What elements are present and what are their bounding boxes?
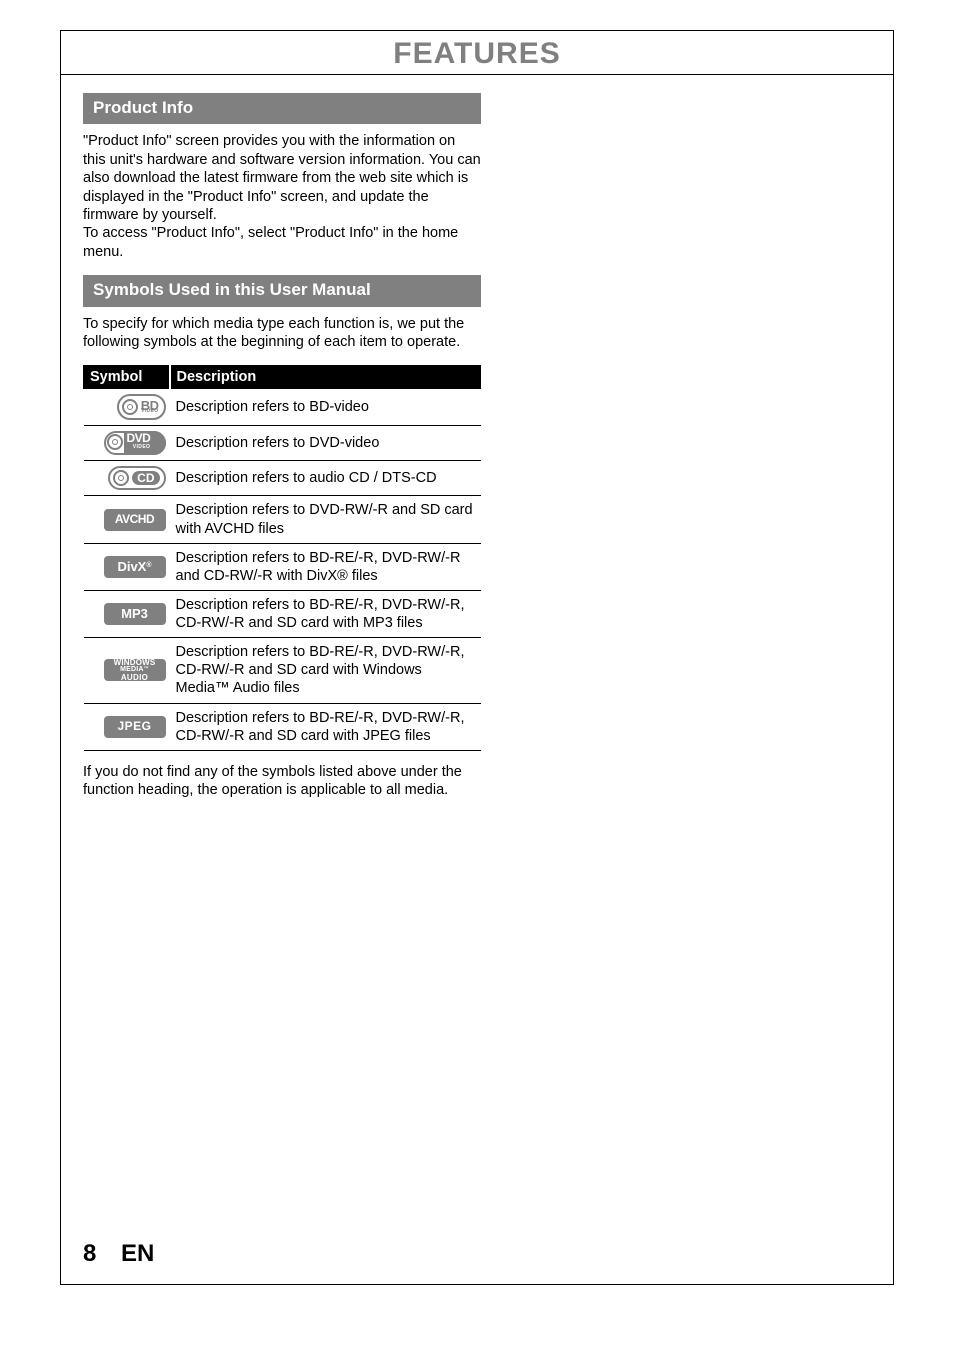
symbol-cell-divx: DivX® — [84, 543, 170, 590]
divx-label: DivX — [117, 559, 146, 575]
product-info-body: "Product Info" screen provides you with … — [83, 132, 481, 261]
table-row: CD Description refers to audio CD / DTS-… — [84, 461, 481, 496]
desc-cell: Description refers to BD-RE/-R, DVD-RW/-… — [170, 703, 481, 750]
symbol-cell-cd: CD — [84, 461, 170, 496]
dvd-video-icon: DVD VIDEO — [104, 431, 166, 455]
mp3-icon: MP3 — [104, 603, 166, 625]
content-column: Product Info "Product Info" screen provi… — [83, 93, 481, 800]
wma-line2: MEDIA — [120, 666, 144, 673]
cd-icon: CD — [108, 466, 165, 490]
col-symbol: Symbol — [84, 366, 170, 389]
disc-icon — [107, 434, 123, 450]
symbols-footnote: If you do not find any of the symbols li… — [83, 763, 481, 800]
divx-icon: DivX® — [104, 556, 166, 578]
wma-line3: AUDIO — [121, 674, 148, 682]
symbol-cell-avchd: AVCHD — [84, 496, 170, 543]
symbol-cell-wma: WINDOWS MEDIA™ AUDIO — [84, 638, 170, 703]
windows-media-audio-icon: WINDOWS MEDIA™ AUDIO — [104, 659, 166, 681]
table-row: JPEG Description refers to BD-RE/-R, DVD… — [84, 703, 481, 750]
section-symbols-heading: Symbols Used in this User Manual — [83, 275, 481, 306]
table-row: DivX® Description refers to BD-RE/-R, DV… — [84, 543, 481, 590]
page-lang: EN — [121, 1240, 154, 1267]
page-number: 8 — [83, 1240, 96, 1267]
table-row: DVD VIDEO Description refers to DVD-vide… — [84, 426, 481, 461]
bd-label-small: VIDEO — [141, 410, 159, 413]
symbol-cell-dvd: DVD VIDEO — [84, 426, 170, 461]
disc-icon — [113, 470, 129, 486]
dvd-label-big: DVD — [127, 434, 151, 444]
table-row: WINDOWS MEDIA™ AUDIO Description refers … — [84, 638, 481, 703]
desc-cell: Description refers to BD-RE/-R, DVD-RW/-… — [170, 543, 481, 590]
avchd-icon: AVCHD — [104, 509, 166, 531]
desc-cell: Description refers to BD-video — [170, 389, 481, 426]
desc-cell: Description refers to DVD-video — [170, 426, 481, 461]
col-description: Description — [170, 366, 481, 389]
divx-suffix: ® — [146, 562, 151, 571]
desc-cell: Description refers to BD-RE/-R, DVD-RW/-… — [170, 638, 481, 703]
wma-tm: ™ — [144, 666, 149, 672]
page-title: FEATURES — [83, 31, 871, 70]
jpeg-icon: JPEG — [104, 716, 166, 738]
symbol-cell-mp3: MP3 — [84, 590, 170, 637]
symbol-cell-jpeg: JPEG — [84, 703, 170, 750]
desc-cell: Description refers to DVD-RW/-R and SD c… — [170, 496, 481, 543]
table-row: MP3 Description refers to BD-RE/-R, DVD-… — [84, 590, 481, 637]
cd-label: CD — [132, 471, 159, 485]
title-underline — [61, 74, 893, 75]
bd-video-icon: BD VIDEO — [117, 394, 166, 420]
table-row: AVCHD Description refers to DVD-RW/-R an… — [84, 496, 481, 543]
table-header-row: Symbol Description — [84, 366, 481, 389]
page-footer: 8 EN — [83, 1240, 154, 1268]
desc-cell: Description refers to audio CD / DTS-CD — [170, 461, 481, 496]
desc-cell: Description refers to BD-RE/-R, DVD-RW/-… — [170, 590, 481, 637]
symbols-intro: To specify for which media type each fun… — [83, 315, 481, 352]
symbol-cell-bd: BD VIDEO — [84, 389, 170, 426]
table-row: BD VIDEO Description refers to BD-video — [84, 389, 481, 426]
disc-icon — [122, 399, 138, 415]
section-product-info-heading: Product Info — [83, 93, 481, 124]
symbol-table: Symbol Description BD VIDEO — [83, 365, 481, 750]
page-frame: FEATURES Product Info "Product Info" scr… — [60, 30, 894, 1285]
